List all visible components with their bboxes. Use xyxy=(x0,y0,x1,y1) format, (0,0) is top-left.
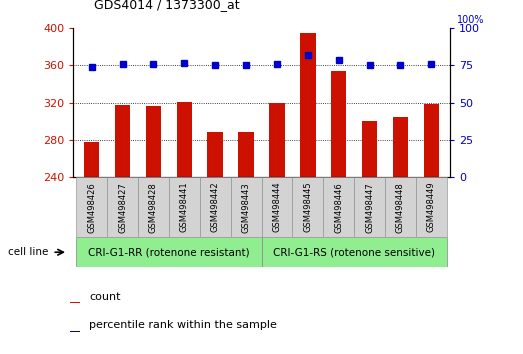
Text: GSM498448: GSM498448 xyxy=(396,182,405,233)
Bar xyxy=(331,71,346,177)
Bar xyxy=(70,331,79,332)
Text: GSM498449: GSM498449 xyxy=(427,182,436,233)
Bar xyxy=(393,116,408,177)
Bar xyxy=(138,177,169,237)
Text: GDS4014 / 1373300_at: GDS4014 / 1373300_at xyxy=(94,0,240,11)
Bar xyxy=(169,177,200,237)
Bar xyxy=(323,177,354,237)
Bar xyxy=(362,121,377,177)
Bar xyxy=(200,177,231,237)
Text: GSM498426: GSM498426 xyxy=(87,182,96,233)
Bar xyxy=(262,237,447,267)
Text: GSM498428: GSM498428 xyxy=(149,182,158,233)
Text: count: count xyxy=(89,292,121,302)
Bar xyxy=(177,102,192,177)
Text: GSM498446: GSM498446 xyxy=(334,182,343,233)
Bar xyxy=(231,177,262,237)
Bar xyxy=(70,302,79,303)
Bar xyxy=(115,104,130,177)
Bar xyxy=(146,106,161,177)
Bar xyxy=(238,132,254,177)
Text: GSM498443: GSM498443 xyxy=(242,182,251,233)
Bar xyxy=(416,177,447,237)
Bar xyxy=(424,104,439,177)
Text: GSM498447: GSM498447 xyxy=(365,182,374,233)
Bar xyxy=(300,33,315,177)
Text: GSM498445: GSM498445 xyxy=(303,182,312,233)
Bar xyxy=(107,177,138,237)
Bar xyxy=(262,177,292,237)
Text: percentile rank within the sample: percentile rank within the sample xyxy=(89,320,277,330)
Text: CRI-G1-RS (rotenone sensitive): CRI-G1-RS (rotenone sensitive) xyxy=(273,247,435,257)
Bar xyxy=(292,177,323,237)
Text: GSM498442: GSM498442 xyxy=(211,182,220,233)
Text: GSM498441: GSM498441 xyxy=(180,182,189,233)
Bar xyxy=(76,237,262,267)
Bar xyxy=(269,103,285,177)
Bar xyxy=(354,177,385,237)
Text: CRI-G1-RR (rotenone resistant): CRI-G1-RR (rotenone resistant) xyxy=(88,247,249,257)
Text: GSM498444: GSM498444 xyxy=(272,182,281,233)
Text: GSM498427: GSM498427 xyxy=(118,182,127,233)
Text: cell line: cell line xyxy=(8,247,49,257)
Text: 100%: 100% xyxy=(457,15,485,25)
Bar xyxy=(208,132,223,177)
Bar xyxy=(385,177,416,237)
Bar xyxy=(76,177,107,237)
Bar xyxy=(84,142,99,177)
